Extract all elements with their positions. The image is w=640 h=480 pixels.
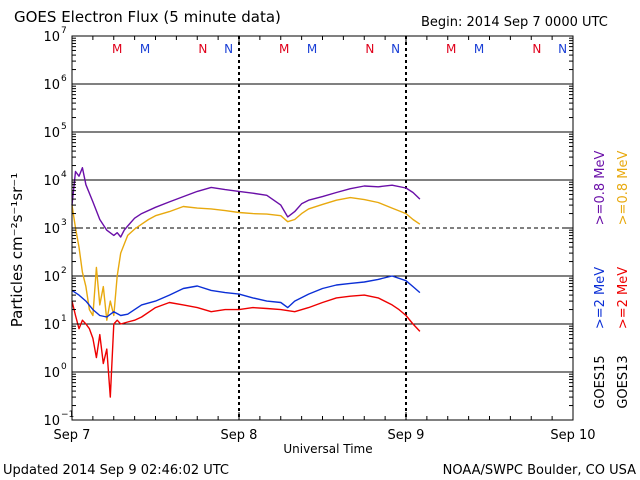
y-axis-label: Particles cm⁻²s⁻¹sr⁻¹ [8, 173, 26, 327]
series-line [71, 275, 421, 318]
y-tick-label: 10 [43, 30, 60, 45]
x-tick-label: Sep 10 [550, 428, 595, 443]
legend: >=2 MeV >=0.8 MeV GOES15 >=2 MeV >=0.8 MeV GO… [593, 151, 631, 409]
y-tick-label: 10 [43, 414, 60, 429]
y-tick-exponent: 4 [61, 170, 67, 180]
time-marker: M [474, 42, 484, 56]
time-marker: N [558, 42, 567, 56]
series-line [71, 196, 421, 321]
time-marker: M [307, 42, 317, 56]
gridlines [72, 83, 573, 373]
legend-entry: GOES13 [616, 355, 631, 408]
legend-entry: GOES15 [593, 355, 608, 408]
data-series [71, 166, 421, 398]
series-line [71, 166, 421, 238]
time-marker: N [365, 42, 374, 56]
legend-entry: >=2 MeV [616, 267, 631, 329]
legend-entry: >=2 MeV [593, 267, 608, 329]
series-line [71, 294, 421, 398]
time-marker: N [532, 42, 541, 56]
x-axis-ticks: Sep 7 Sep 8 Sep 9 Sep 10 [54, 36, 596, 443]
y-tick-exponent: 0 [61, 362, 67, 372]
legend-entry: >=0.8 MeV [616, 151, 631, 226]
y-tick-label: 10 [43, 366, 60, 381]
time-marker: N [198, 42, 207, 56]
y-tick-exponent: 2 [61, 266, 67, 276]
y-tick-exponent: 5 [61, 122, 67, 132]
credit-label: NOAA/SWPC Boulder, CO USA [443, 463, 636, 478]
time-marker: M [140, 42, 150, 56]
y-tick-label: 10 [43, 174, 60, 189]
y-tick-label: 10 [43, 270, 60, 285]
x-tick-label: Sep 8 [221, 428, 258, 443]
updated-timestamp: Updated 2014 Sep 9 02:46:02 UTC [3, 463, 229, 478]
y-tick-exponent: 3 [61, 218, 67, 228]
day-separator-lines [238, 36, 407, 420]
x-tick-label: Sep 7 [54, 428, 91, 443]
time-marker: M [112, 42, 122, 56]
time-marker: M [279, 42, 289, 56]
y-tick-exponent: 1 [61, 314, 67, 324]
time-marker: M [446, 42, 456, 56]
y-tick-label: 10 [43, 222, 60, 237]
time-marker: N [391, 42, 400, 56]
x-axis-label: Universal Time [283, 442, 372, 456]
legend-entry: >=0.8 MeV [593, 151, 608, 226]
y-tick-label: 10 [43, 126, 60, 141]
time-marker: N [224, 42, 233, 56]
y-tick-label: 10 [43, 318, 60, 333]
y-tick-exponent: 6 [61, 74, 67, 84]
begin-time-label: Begin: 2014 Sep 7 0000 UTC [421, 15, 608, 30]
x-tick-label: Sep 9 [388, 428, 425, 443]
chart-title: GOES Electron Flux (5 minute data) [14, 8, 281, 26]
y-tick-label: 10 [43, 78, 60, 93]
y-tick-exponent: 7 [61, 26, 67, 36]
y-tick-exponent: −1 [61, 410, 74, 420]
